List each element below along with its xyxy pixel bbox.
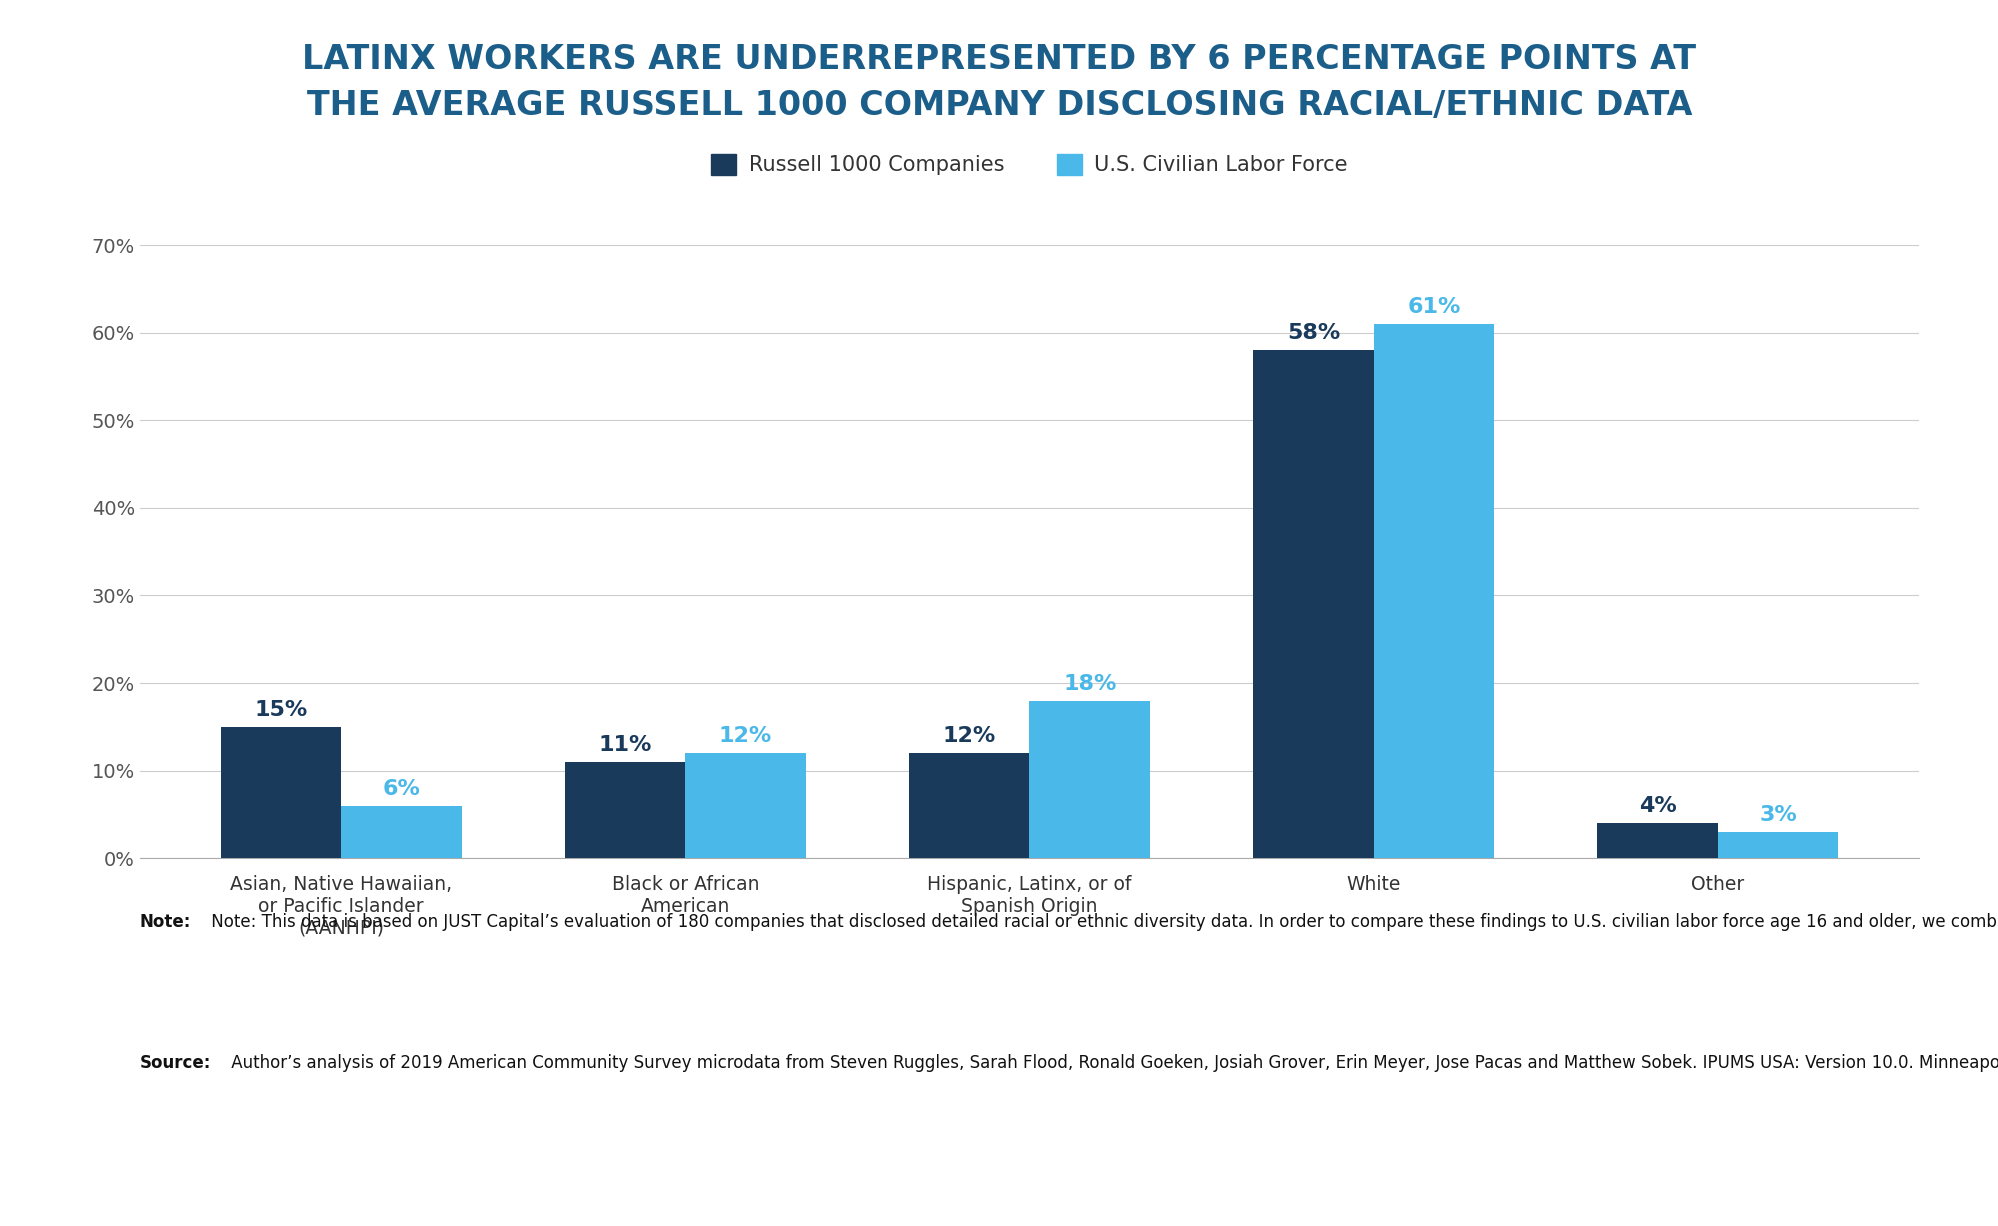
Bar	[1596, 823, 1716, 858]
Legend: Russell 1000 Companies, U.S. Civilian Labor Force: Russell 1000 Companies, U.S. Civilian La…	[703, 145, 1355, 184]
Text: 6%: 6%	[382, 779, 420, 798]
Bar	[342, 805, 462, 858]
Bar	[685, 753, 805, 858]
Bar	[1716, 832, 1838, 858]
Text: 15%: 15%	[254, 700, 308, 720]
Text: 12%: 12%	[943, 726, 995, 747]
Text: 18%: 18%	[1063, 673, 1115, 694]
Bar	[1373, 324, 1493, 858]
Bar	[909, 753, 1029, 858]
Text: 4%: 4%	[1638, 796, 1676, 817]
Text: Author’s analysis of 2019 American Community Survey microdata from Steven Ruggle: Author’s analysis of 2019 American Commu…	[226, 1054, 1998, 1073]
Text: Note:: Note:	[140, 913, 192, 932]
Text: 58%: 58%	[1287, 324, 1339, 343]
Text: 61%: 61%	[1407, 297, 1461, 318]
Text: 11%: 11%	[597, 734, 651, 755]
Bar	[565, 761, 685, 858]
Text: 3%: 3%	[1758, 805, 1796, 825]
Text: Note: This data is based on JUST Capital’s evaluation of 180 companies that disc: Note: This data is based on JUST Capital…	[206, 913, 1998, 932]
Text: LATINX WORKERS ARE UNDERREPRESENTED BY 6 PERCENTAGE POINTS AT
THE AVERAGE RUSSEL: LATINX WORKERS ARE UNDERREPRESENTED BY 6…	[302, 43, 1696, 121]
Text: Source:: Source:	[140, 1054, 212, 1073]
Bar	[1253, 351, 1373, 858]
Bar	[220, 727, 342, 858]
Bar	[1029, 700, 1149, 858]
Text: 12%: 12%	[719, 726, 771, 747]
